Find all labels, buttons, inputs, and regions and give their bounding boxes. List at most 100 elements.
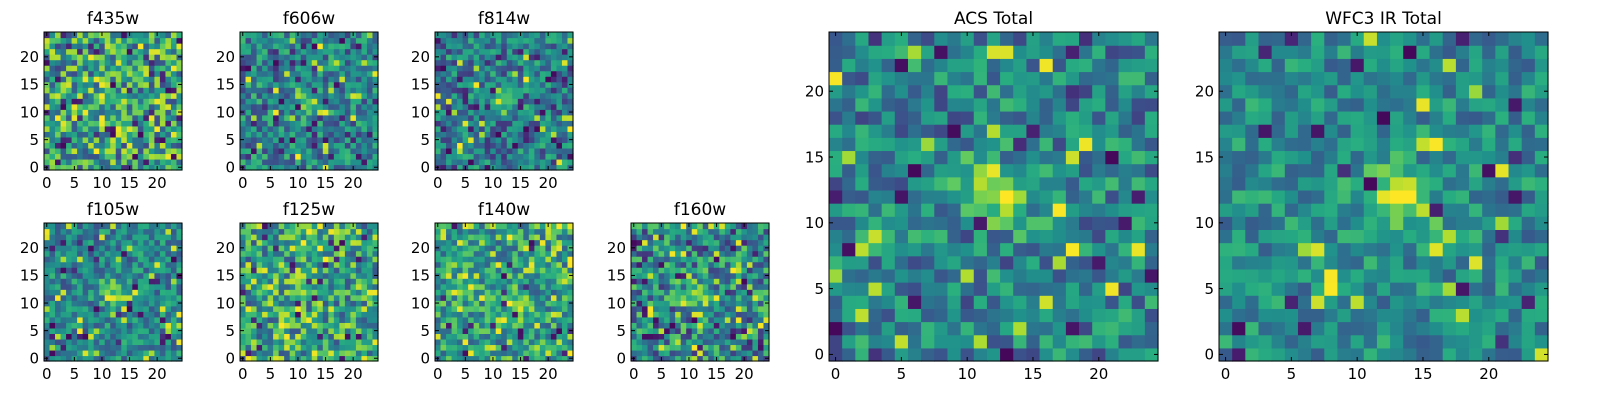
pixel-cell (468, 131, 475, 138)
pixel-cell (451, 48, 458, 55)
pixel-cell (702, 333, 709, 340)
pixel-cell (256, 261, 263, 268)
pixel-cell (484, 32, 491, 39)
pixel-cell (473, 59, 480, 66)
pixel-cell (361, 355, 368, 362)
pixel-cell (501, 267, 508, 274)
pixel-cell (451, 65, 458, 72)
pixel-cell (973, 242, 988, 257)
pixel-cell (473, 305, 480, 312)
pixel-cell (468, 267, 475, 274)
pixel-cell (451, 136, 458, 143)
pixel-cell (440, 245, 447, 252)
pixel-cell (245, 300, 252, 307)
pixel-cell (165, 87, 172, 94)
pixel-cell (278, 250, 285, 257)
pixel-cell (842, 229, 856, 244)
pixel-cell (240, 333, 247, 340)
pixel-cell (947, 295, 962, 309)
pixel-cell (653, 250, 660, 257)
pixel-cell (675, 239, 682, 246)
pixel-cell (506, 311, 513, 318)
pixel-cell (752, 261, 759, 268)
pixel-cell (339, 289, 346, 296)
pixel-cell (691, 305, 698, 312)
pixel-cell (713, 256, 720, 263)
pixel-cell (300, 48, 307, 55)
pixel-cell (490, 278, 497, 285)
pixel-cell (986, 203, 1001, 217)
pixel-cell (99, 81, 106, 88)
pixel-cell (104, 43, 111, 50)
pixel-cell (126, 120, 133, 127)
pixel-cell (534, 136, 541, 143)
pixel-cell (468, 305, 475, 312)
pixel-cell (110, 239, 117, 246)
pixel-cell (517, 300, 524, 307)
pixel-cell (457, 59, 464, 66)
pixel-cell (506, 327, 513, 334)
pixel-cell (137, 239, 144, 246)
pixel-cell (539, 250, 546, 257)
pixel-cell (49, 54, 56, 61)
pixel-cell (757, 338, 765, 346)
pixel-cell (289, 164, 296, 171)
pixel-cell (842, 242, 856, 257)
pixel-cell (322, 81, 329, 88)
pixel-cell (333, 92, 340, 99)
pixel-cell (121, 333, 128, 340)
pixel-cell (724, 355, 731, 362)
pixel-cell (110, 70, 117, 77)
pixel-cell (278, 272, 285, 279)
pixel-cell (99, 234, 106, 241)
pixel-cell (947, 347, 962, 362)
pixel-cell (82, 114, 89, 121)
pixel-cell (110, 87, 117, 94)
pixel-cell (894, 255, 909, 270)
pixel-cell (344, 322, 351, 329)
pixel-cell (115, 158, 122, 166)
pixel-cell (170, 81, 178, 88)
pixel-cell (154, 228, 161, 235)
pixel-cell (66, 256, 73, 263)
pixel-cell (361, 109, 368, 116)
pixel-cell (289, 327, 296, 334)
pixel-cell (534, 109, 541, 116)
pixel-cell (451, 103, 458, 110)
pixel-cell (339, 59, 346, 66)
pixel-cell (148, 125, 155, 132)
pixel-cell (295, 70, 302, 77)
pixel-cell (306, 43, 313, 50)
pixel-cell (121, 131, 128, 138)
pixel-cell (636, 327, 643, 334)
pixel-cell (93, 120, 100, 127)
pixel-cell (159, 311, 167, 318)
pixel-cell (143, 37, 150, 44)
pixel-cell (894, 176, 909, 191)
x-tick-label: 20 (539, 174, 558, 192)
pixel-cell (986, 268, 1001, 283)
pixel-cell (170, 125, 178, 132)
pixel-cell (490, 294, 497, 301)
pixel-cell (708, 267, 715, 274)
pixel-cell (451, 59, 458, 66)
pixel-cell (473, 164, 480, 171)
pixel-cell (550, 338, 558, 346)
pixel-cell (339, 76, 346, 83)
pixel-cell (495, 114, 502, 121)
pixel-cell (137, 278, 144, 285)
pixel-cell (708, 283, 715, 290)
pixel-cell (479, 98, 486, 105)
pixel-cell (328, 261, 335, 268)
pixel-cell (165, 300, 172, 307)
pixel-cell (1052, 334, 1067, 349)
pixel-cell (344, 114, 351, 121)
pixel-cell (251, 344, 258, 351)
pixel-cell (71, 239, 78, 246)
pixel-cell (501, 37, 508, 44)
pixel-cell (44, 267, 51, 274)
pixel-cell (159, 109, 167, 116)
pixel-cell (361, 305, 368, 312)
pixel-cell (289, 267, 296, 274)
pixel-cell (1052, 203, 1067, 217)
